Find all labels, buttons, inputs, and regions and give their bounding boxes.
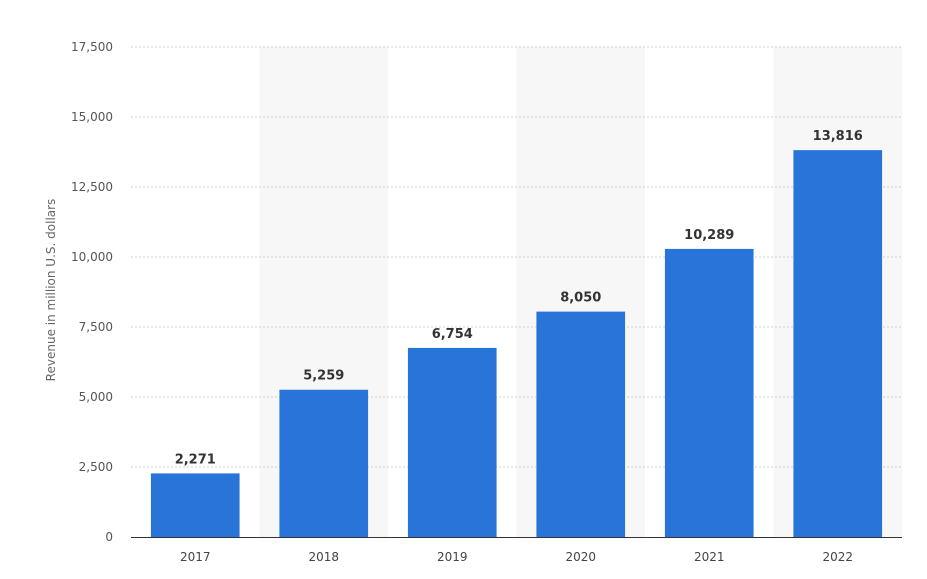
data-label-2020: 8,050 <box>560 291 601 306</box>
data-label-2019: 6,754 <box>432 327 473 342</box>
bar-2019[interactable] <box>407 347 497 537</box>
bar-2018[interactable] <box>279 389 369 537</box>
y-tick-label: 0 <box>105 530 113 544</box>
y-tick-label: 17,500 <box>71 40 113 54</box>
y-tick-label: 15,000 <box>71 110 113 124</box>
y-tick-label: 5,000 <box>79 390 113 404</box>
x-tick-label: 2017 <box>180 550 211 564</box>
data-label-2022: 13,816 <box>813 129 863 144</box>
x-tick-label: 2019 <box>437 550 468 564</box>
y-tick-label: 7,500 <box>79 320 113 334</box>
y-tick-label: 2,500 <box>79 460 113 474</box>
y-tick-label: 12,500 <box>71 180 113 194</box>
x-tick-label: 2020 <box>565 550 596 564</box>
data-label-2017: 2,271 <box>175 452 216 467</box>
gridlines <box>131 46 902 468</box>
y-axis-title: Revenue in million U.S. dollars <box>44 199 58 382</box>
data-label-2021: 10,289 <box>684 228 734 243</box>
bars <box>150 150 883 538</box>
x-tick-label: 2018 <box>308 550 339 564</box>
bar-2022[interactable] <box>793 150 883 538</box>
x-tick-label: 2021 <box>694 550 725 564</box>
y-tick-label: 10,000 <box>71 250 113 264</box>
data-label-2018: 5,259 <box>303 369 344 384</box>
x-tick-label: 2022 <box>822 550 853 564</box>
bar-2017[interactable] <box>150 473 240 537</box>
bar-2021[interactable] <box>664 248 754 537</box>
y-axis-ticks: 0 2,500 5,000 7,500 10,000 12,500 15,000 17,500 <box>71 40 113 544</box>
bar-2020[interactable] <box>536 311 626 537</box>
x-axis-labels: 2017 2018 2019 2020 2021 2022 <box>180 550 853 564</box>
data-labels: 2,271 5,259 6,754 8,050 10,289 13,816 <box>175 129 863 467</box>
